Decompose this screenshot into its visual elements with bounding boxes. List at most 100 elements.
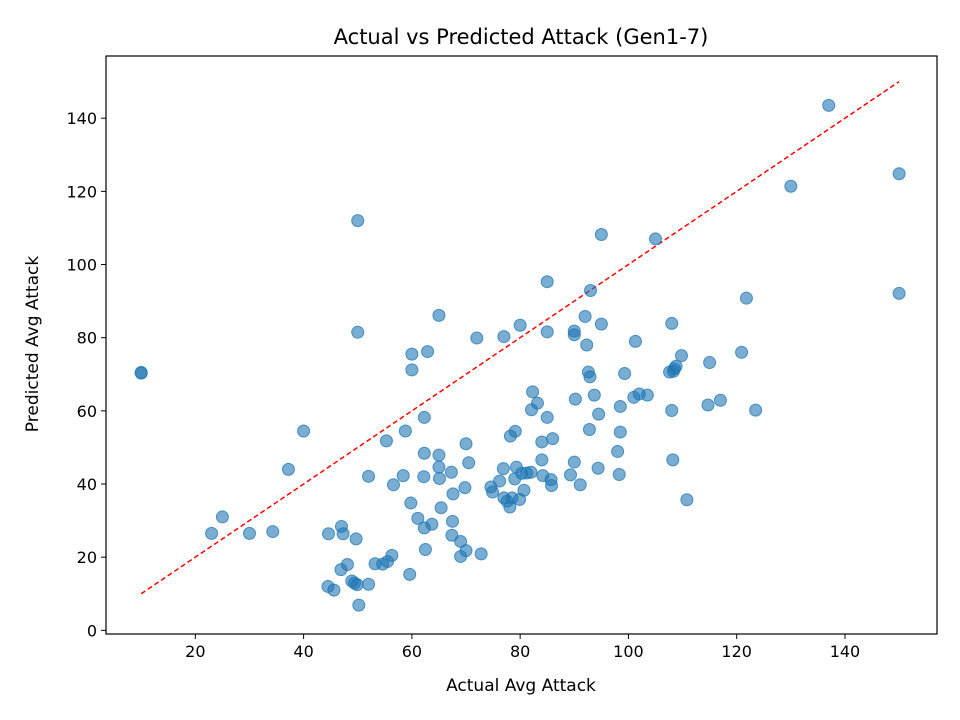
data-point xyxy=(403,567,417,581)
data-point xyxy=(322,527,336,541)
data-point xyxy=(674,349,688,363)
data-point xyxy=(648,232,662,246)
data-point xyxy=(470,331,484,345)
y-tick-label: 80 xyxy=(77,329,97,348)
data-point xyxy=(432,308,446,322)
data-point xyxy=(362,469,376,483)
data-point xyxy=(739,291,753,305)
data-point xyxy=(459,437,473,451)
data-point xyxy=(486,485,500,499)
data-point xyxy=(425,517,439,531)
data-point xyxy=(458,481,472,495)
data-point xyxy=(666,453,680,467)
data-point xyxy=(352,598,366,612)
data-point xyxy=(582,423,596,437)
data-point xyxy=(446,487,460,501)
data-point xyxy=(680,493,694,507)
x-axis-label: Actual Avg Attack xyxy=(446,676,596,696)
data-point xyxy=(432,448,446,462)
data-point xyxy=(701,398,715,412)
data-point xyxy=(618,367,632,381)
y-tick-label: 120 xyxy=(66,182,97,201)
data-point xyxy=(591,461,605,475)
x-tick-label: 40 xyxy=(293,642,313,661)
data-point xyxy=(351,325,365,339)
data-point xyxy=(417,446,431,460)
data-point xyxy=(573,478,587,492)
data-point xyxy=(421,345,435,359)
y-axis-label: Predicted Avg Attack xyxy=(23,256,43,433)
data-point xyxy=(349,532,363,546)
x-tick-label: 60 xyxy=(402,642,422,661)
data-point xyxy=(362,577,376,591)
ticks-layer: 20 40 60 80 100 120 140 0 20 40 60 80 100 120 140 xyxy=(66,109,860,661)
data-point xyxy=(242,526,256,540)
data-point xyxy=(459,544,473,558)
data-point xyxy=(540,325,554,339)
x-tick-label: 80 xyxy=(510,642,530,661)
data-point xyxy=(594,317,608,331)
data-point xyxy=(583,370,597,384)
data-point xyxy=(432,472,446,486)
data-point xyxy=(434,501,448,515)
data-point xyxy=(524,465,538,479)
data-point xyxy=(540,275,554,289)
data-point xyxy=(611,444,625,458)
data-point xyxy=(497,330,511,344)
data-point xyxy=(545,478,559,492)
x-tick-label: 140 xyxy=(830,642,861,661)
data-point xyxy=(496,462,510,476)
data-point xyxy=(540,410,554,424)
data-point xyxy=(822,98,836,112)
data-point xyxy=(215,510,229,524)
data-point xyxy=(580,338,594,352)
data-point xyxy=(398,424,412,438)
data-point xyxy=(493,474,507,488)
data-point xyxy=(703,356,717,370)
data-point xyxy=(411,511,425,525)
data-point xyxy=(749,403,763,417)
y-tick-label: 100 xyxy=(66,256,97,275)
data-point xyxy=(350,578,364,592)
data-point xyxy=(578,309,592,323)
data-point xyxy=(594,228,608,242)
data-point xyxy=(513,318,527,332)
data-point xyxy=(669,359,683,373)
data-point xyxy=(297,424,311,438)
data-point xyxy=(405,347,419,361)
data-point xyxy=(613,399,627,413)
data-point xyxy=(892,286,906,300)
y-tick-label: 60 xyxy=(77,402,97,421)
x-tick-label: 100 xyxy=(613,642,644,661)
data-point xyxy=(713,393,727,407)
y-tick-label: 40 xyxy=(77,475,97,494)
data-point xyxy=(396,469,410,483)
y-tick-label: 20 xyxy=(77,548,97,567)
data-point xyxy=(336,527,350,541)
data-point xyxy=(735,345,749,359)
plot-frame xyxy=(105,55,938,635)
data-point xyxy=(445,514,459,528)
data-point xyxy=(665,403,679,417)
data-point xyxy=(530,396,544,410)
reference-line xyxy=(140,80,900,595)
data-point xyxy=(568,392,582,406)
data-point xyxy=(612,468,626,482)
data-point xyxy=(432,460,446,474)
reference-line-layer xyxy=(140,80,900,595)
data-point xyxy=(205,526,219,540)
data-point xyxy=(386,478,400,492)
x-tick-label: 20 xyxy=(185,642,205,661)
data-point xyxy=(281,462,295,476)
data-point xyxy=(417,470,431,484)
data-point xyxy=(379,434,393,448)
data-point xyxy=(567,455,581,469)
data-point xyxy=(385,548,399,562)
data-point xyxy=(327,583,341,597)
data-point xyxy=(445,528,459,542)
data-point xyxy=(535,435,549,449)
data-point xyxy=(613,425,627,439)
